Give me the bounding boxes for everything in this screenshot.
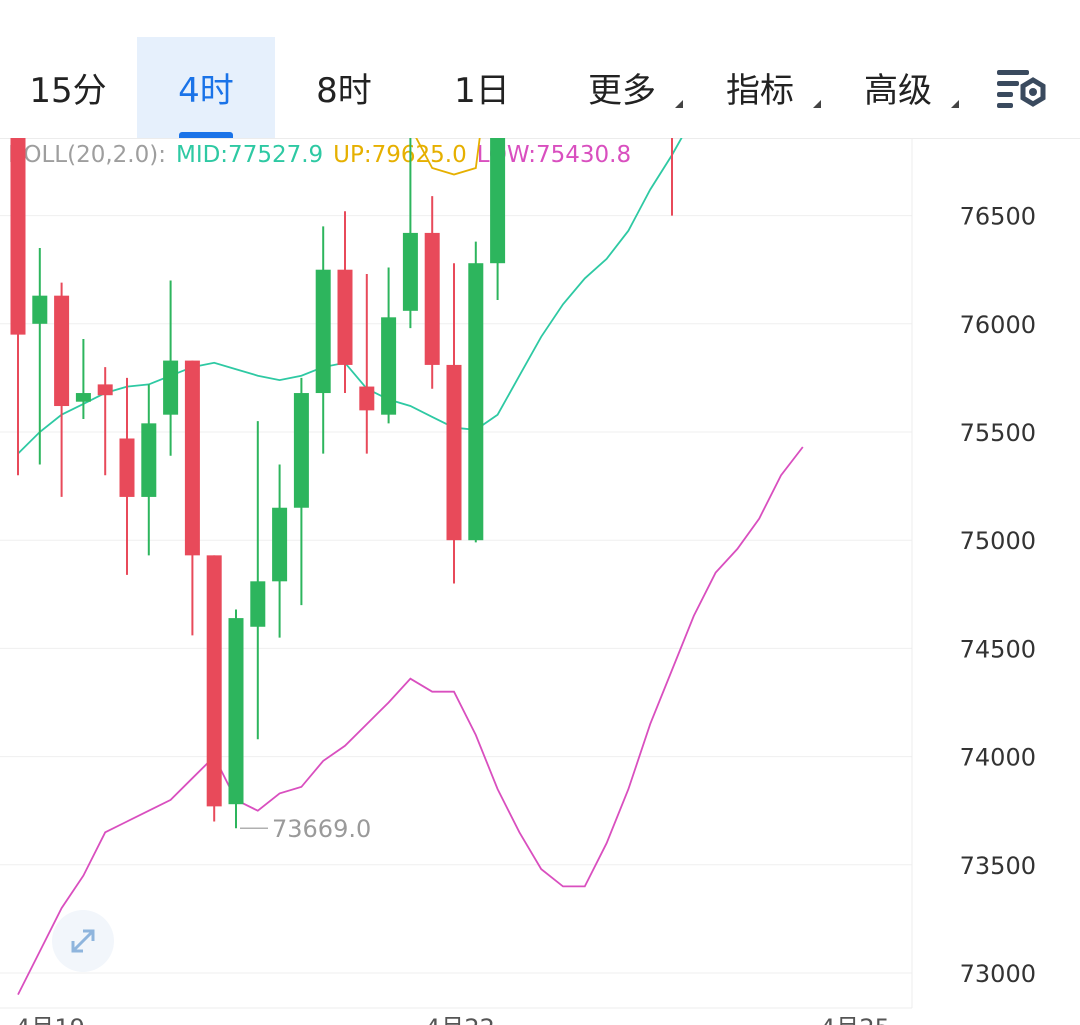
candle-body[interactable] — [250, 581, 266, 627]
candle-body[interactable] — [446, 364, 462, 541]
chart-settings-icon — [997, 70, 1046, 108]
x-axis-label: 4月25 — [820, 1014, 890, 1025]
candle-body[interactable] — [54, 295, 70, 407]
x-axis-label: 4月22 — [425, 1014, 495, 1025]
candle-body[interactable] — [141, 423, 157, 497]
y-tick-label: 74000 — [960, 744, 1036, 772]
candle-body[interactable] — [293, 393, 309, 508]
candle-body[interactable] — [163, 360, 179, 415]
tab-1[interactable]: 4时 — [137, 37, 275, 138]
y-tick-label: 74500 — [960, 635, 1036, 663]
candlestick-chart[interactable]: 73000 73500 74000 74500 75000 75500 76000 76500… — [0, 138, 1080, 1025]
expand-chart-button[interactable] — [52, 910, 114, 972]
dropdown-caret-icon — [813, 92, 821, 108]
candle-body[interactable] — [10, 138, 26, 335]
dropdown-caret-icon — [951, 92, 959, 108]
y-tick-label: 75500 — [960, 419, 1036, 447]
candle-body[interactable] — [119, 438, 135, 497]
candle-body[interactable] — [359, 386, 375, 411]
tab-6[interactable]: 高级 — [829, 37, 967, 138]
tab-5[interactable]: 指标 — [691, 37, 829, 138]
tab-label: 4时 — [178, 71, 234, 111]
tab-2[interactable]: 8时 — [275, 37, 413, 138]
boll-up-value: UP:79625.0 — [333, 142, 467, 168]
candle-body[interactable] — [75, 393, 91, 402]
y-tick-label: 73500 — [960, 852, 1036, 880]
candle-body[interactable] — [468, 263, 484, 541]
expand-arrows-icon — [71, 929, 95, 953]
boll-mid-value: MID:77527.9 — [175, 142, 324, 168]
boll-low-line — [17, 446, 804, 996]
candle-body[interactable] — [337, 269, 353, 365]
timeframe-tab-bar: 15分 4时 8时 1日 更多 指标 高级 — [0, 0, 1080, 138]
y-tick-label: 76000 — [960, 311, 1036, 339]
candle-body[interactable] — [228, 618, 244, 805]
y-tick-label: 75000 — [960, 527, 1036, 555]
candle-body[interactable] — [490, 138, 506, 264]
tab-label: 高级 — [864, 71, 932, 111]
tab-label: 更多 — [588, 71, 656, 111]
candle-body[interactable] — [206, 555, 222, 807]
chart-settings-button[interactable] — [995, 66, 1049, 112]
tab-0[interactable]: 15分 — [0, 37, 137, 138]
candle-body[interactable] — [424, 232, 440, 365]
tab-4[interactable]: 更多 — [553, 37, 691, 138]
x-axis-label: 4月19 — [15, 1014, 85, 1025]
active-tab-indicator — [179, 132, 233, 138]
tab-label: 指标 — [726, 71, 794, 111]
low-price-label: 73669.0 — [272, 815, 371, 843]
tab-label: 15分 — [29, 71, 107, 111]
boll-params-label: BOLL(20,2.0): — [8, 142, 166, 168]
tab-label: 1日 — [454, 71, 510, 111]
tab-3[interactable]: 1日 — [413, 37, 551, 138]
candle-body[interactable] — [381, 317, 397, 415]
candle-body[interactable] — [315, 269, 331, 394]
y-tick-label: 73000 — [960, 960, 1036, 988]
candle-body[interactable] — [272, 507, 288, 582]
y-tick-label: 76500 — [960, 203, 1036, 231]
candle-body[interactable] — [184, 360, 200, 556]
candle-body[interactable] — [32, 295, 48, 324]
candle-body[interactable] — [97, 384, 113, 396]
tab-label: 8时 — [316, 71, 372, 111]
candle-body[interactable] — [402, 232, 418, 311]
dropdown-caret-icon — [675, 92, 683, 108]
